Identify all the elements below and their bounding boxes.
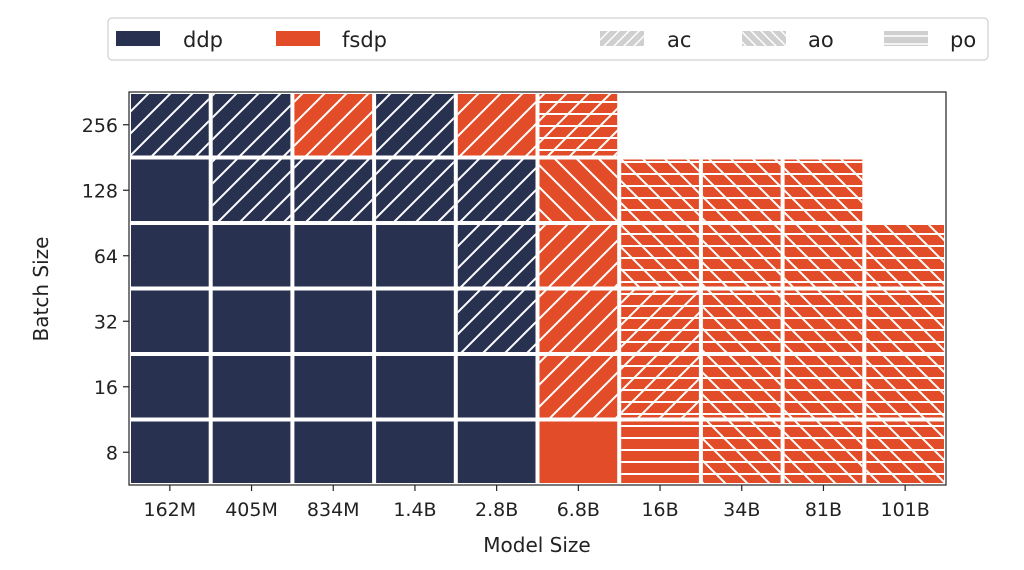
x-tick-label: 2.8B	[475, 499, 518, 521]
cell-2.8B-64	[457, 225, 536, 287]
cell-16B-128	[621, 159, 699, 221]
cell-81B-64	[784, 225, 863, 287]
y-axis-title: Batch Size	[29, 237, 53, 342]
cell-162M-32	[131, 290, 209, 352]
cell-162M-128	[131, 159, 209, 221]
x-tick-label: 101B	[880, 499, 929, 521]
y-tick-label: 64	[94, 246, 118, 268]
x-tick-label: 34B	[723, 499, 760, 521]
cell-2.8B-16	[457, 356, 536, 418]
cell-6.8B-8	[539, 421, 618, 483]
heatmap-cells	[131, 94, 944, 483]
cell-1.4B-128	[376, 159, 454, 221]
cell-834M-16	[294, 356, 373, 418]
cell-6.8B-32	[539, 290, 618, 352]
cell-2.8B-8	[457, 421, 536, 483]
cell-34B-32	[702, 290, 781, 352]
y-tick-label: 128	[82, 180, 118, 202]
x-tick-label: 405M	[225, 499, 278, 521]
x-tick-label: 834M	[307, 499, 360, 521]
cell-101B-8	[866, 421, 944, 483]
legend-swatch-ao	[742, 31, 786, 46]
cell-6.8B-16	[539, 356, 618, 418]
cell-405M-16	[212, 356, 291, 418]
cell-2.8B-128	[457, 159, 536, 221]
cell-834M-128	[294, 159, 373, 221]
cell-1.4B-32	[376, 290, 454, 352]
cell-1.4B-8	[376, 421, 454, 483]
legend-swatch-ddp	[116, 31, 160, 46]
cell-1.4B-256	[376, 94, 454, 156]
x-tick-label: 16B	[641, 499, 678, 521]
cell-162M-16	[131, 356, 209, 418]
cell-101B-64	[866, 225, 944, 287]
cell-834M-256	[294, 94, 373, 156]
cell-81B-8	[784, 421, 863, 483]
legend-swatch-ac	[600, 31, 644, 46]
y-tick-label: 8	[106, 442, 118, 464]
cell-162M-64	[131, 225, 209, 287]
cell-16B-16	[621, 356, 699, 418]
legend-label-po: po	[950, 28, 976, 52]
cell-405M-128	[212, 159, 291, 221]
legend-frame	[107, 17, 989, 61]
cell-16B-8	[621, 421, 699, 483]
cell-16B-64	[621, 225, 699, 287]
x-tick-label: 1.4B	[393, 499, 436, 521]
cell-81B-16	[784, 356, 863, 418]
cell-81B-32	[784, 290, 863, 352]
cell-6.8B-64	[539, 225, 618, 287]
cell-2.8B-32	[457, 290, 536, 352]
cell-405M-8	[212, 421, 291, 483]
y-tick-label: 16	[94, 377, 118, 399]
y-tick-label: 32	[94, 311, 118, 333]
plot-area	[129, 92, 946, 485]
cell-34B-64	[702, 225, 781, 287]
x-axis: 162M 405M 834M 1.4B 2.8B 6.8B 16B 34B 81B 101B	[144, 485, 930, 521]
cell-834M-8	[294, 421, 373, 483]
cell-34B-8	[702, 421, 781, 483]
cell-81B-128	[784, 159, 863, 221]
cell-405M-256	[212, 94, 291, 156]
cell-1.4B-16	[376, 356, 454, 418]
cell-405M-64	[212, 225, 291, 287]
x-axis-title: Model Size	[483, 533, 590, 557]
cell-2.8B-256	[457, 94, 536, 156]
cell-34B-128	[702, 159, 781, 221]
x-tick-label: 6.8B	[557, 499, 600, 521]
cell-101B-16	[866, 356, 944, 418]
plot-border	[128, 91, 947, 486]
cell-1.4B-64	[376, 225, 454, 287]
cell-162M-256	[131, 94, 209, 156]
y-tick-label: 256	[82, 115, 118, 137]
y-axis: 8 16 32 64 128 256	[82, 115, 129, 464]
legend-swatch-fsdp	[276, 31, 320, 46]
x-tick-label: 162M	[144, 499, 197, 521]
x-tick-label: 81B	[805, 499, 842, 521]
cell-162M-8	[131, 421, 209, 483]
cell-6.8B-128	[539, 159, 618, 221]
cell-834M-32	[294, 290, 373, 352]
cell-6.8B-256	[539, 94, 618, 156]
legend-label-ddp: ddp	[183, 28, 223, 52]
cell-16B-32	[621, 290, 699, 352]
legend-label-fsdp: fsdp	[342, 28, 387, 52]
legend-label-ac: ac	[667, 28, 691, 52]
cell-34B-16	[702, 356, 781, 418]
cell-405M-32	[212, 290, 291, 352]
legend-swatch-po	[884, 31, 928, 46]
cell-101B-32	[866, 290, 944, 352]
cell-834M-64	[294, 225, 373, 287]
legend-label-ao: ao	[808, 28, 834, 52]
legend: ddp fsdp ac ao po	[107, 17, 989, 61]
